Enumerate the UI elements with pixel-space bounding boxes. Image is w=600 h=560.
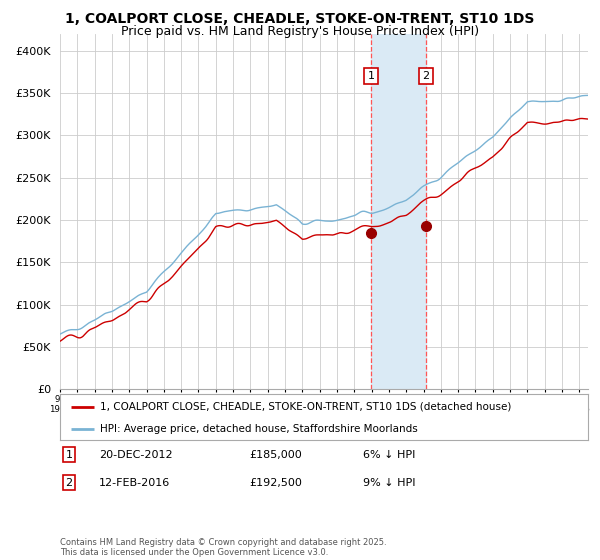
Text: 1: 1 xyxy=(65,450,73,460)
Text: Price paid vs. HM Land Registry's House Price Index (HPI): Price paid vs. HM Land Registry's House … xyxy=(121,25,479,38)
Bar xyxy=(371,34,425,389)
Text: 6% ↓ HPI: 6% ↓ HPI xyxy=(363,450,415,460)
Text: 2: 2 xyxy=(422,71,429,81)
Text: 20-DEC-2012: 20-DEC-2012 xyxy=(99,450,173,460)
Text: £185,000: £185,000 xyxy=(249,450,302,460)
Text: HPI: Average price, detached house, Staffordshire Moorlands: HPI: Average price, detached house, Staf… xyxy=(100,424,418,435)
Text: 9% ↓ HPI: 9% ↓ HPI xyxy=(363,478,415,488)
Text: 2: 2 xyxy=(65,478,73,488)
Text: 1, COALPORT CLOSE, CHEADLE, STOKE-ON-TRENT, ST10 1DS: 1, COALPORT CLOSE, CHEADLE, STOKE-ON-TRE… xyxy=(65,12,535,26)
Text: 1: 1 xyxy=(367,71,374,81)
Text: 1, COALPORT CLOSE, CHEADLE, STOKE-ON-TRENT, ST10 1DS (detached house): 1, COALPORT CLOSE, CHEADLE, STOKE-ON-TRE… xyxy=(100,402,511,412)
Text: 12-FEB-2016: 12-FEB-2016 xyxy=(99,478,170,488)
Text: £192,500: £192,500 xyxy=(249,478,302,488)
Text: Contains HM Land Registry data © Crown copyright and database right 2025.
This d: Contains HM Land Registry data © Crown c… xyxy=(60,538,386,557)
